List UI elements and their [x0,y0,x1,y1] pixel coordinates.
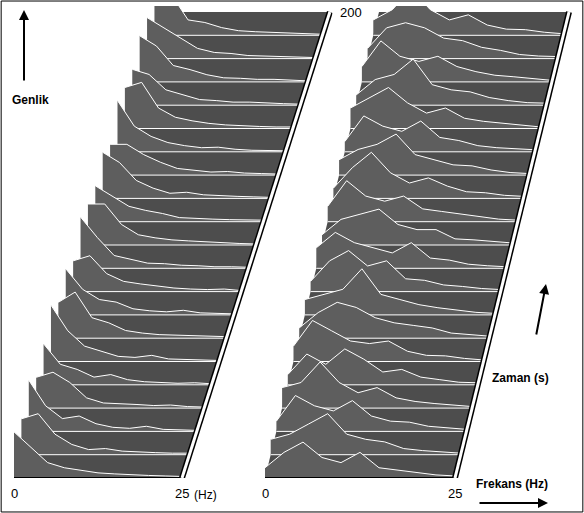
svg-text:200: 200 [340,5,362,20]
svg-text:Genlik: Genlik [12,93,49,107]
svg-text:0: 0 [11,486,18,501]
svg-text:0: 0 [262,486,269,501]
svg-text:Frekans (Hz): Frekans (Hz) [476,477,548,491]
svg-text:Zaman (s): Zaman (s) [492,371,549,385]
svg-text:25: 25 [448,486,462,501]
svg-text:(Hz): (Hz) [194,488,217,502]
svg-text:25: 25 [175,486,189,501]
